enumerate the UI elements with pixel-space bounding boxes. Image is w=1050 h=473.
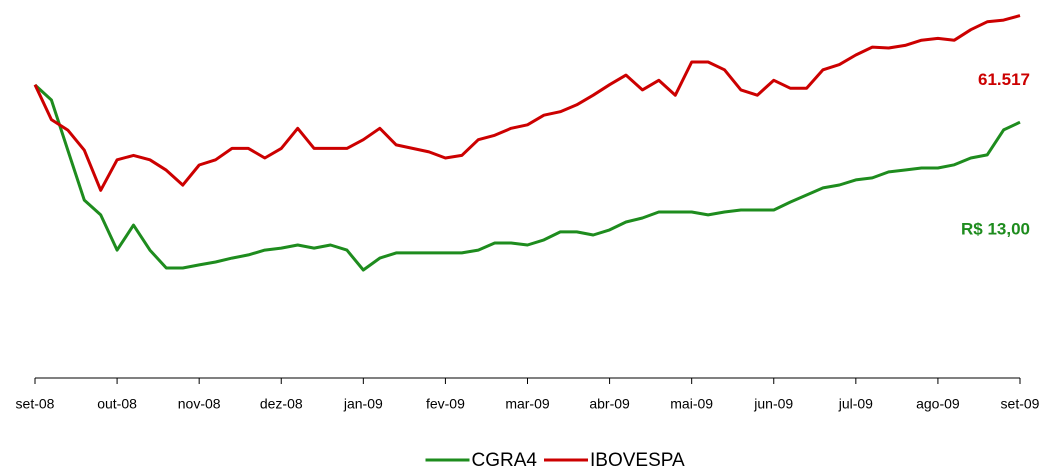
x-tick-label: nov-08 bbox=[178, 396, 221, 412]
annotation: 61.517 bbox=[978, 70, 1030, 89]
x-tick-label: mai-09 bbox=[670, 396, 713, 412]
x-tick-label: set-09 bbox=[1001, 396, 1040, 412]
x-tick-label: jun-09 bbox=[753, 396, 793, 412]
annotation: R$ 13,00 bbox=[961, 220, 1030, 239]
x-tick-label: ago-09 bbox=[916, 396, 960, 412]
legend-label: CGRA4 bbox=[472, 450, 538, 471]
x-tick-label: jul-09 bbox=[838, 396, 873, 412]
x-tick-label: set-08 bbox=[16, 396, 55, 412]
series-line bbox=[33, 14, 1021, 192]
x-tick-label: jan-09 bbox=[343, 396, 383, 412]
x-tick-label: mar-09 bbox=[505, 396, 550, 412]
x-tick-label: fev-09 bbox=[426, 396, 465, 412]
legend-label: IBOVESPA bbox=[590, 450, 685, 471]
x-tick-label: out-08 bbox=[97, 396, 137, 412]
x-tick-label: abr-09 bbox=[589, 396, 630, 412]
x-tick-label: dez-08 bbox=[260, 396, 303, 412]
series-line bbox=[33, 83, 1021, 272]
